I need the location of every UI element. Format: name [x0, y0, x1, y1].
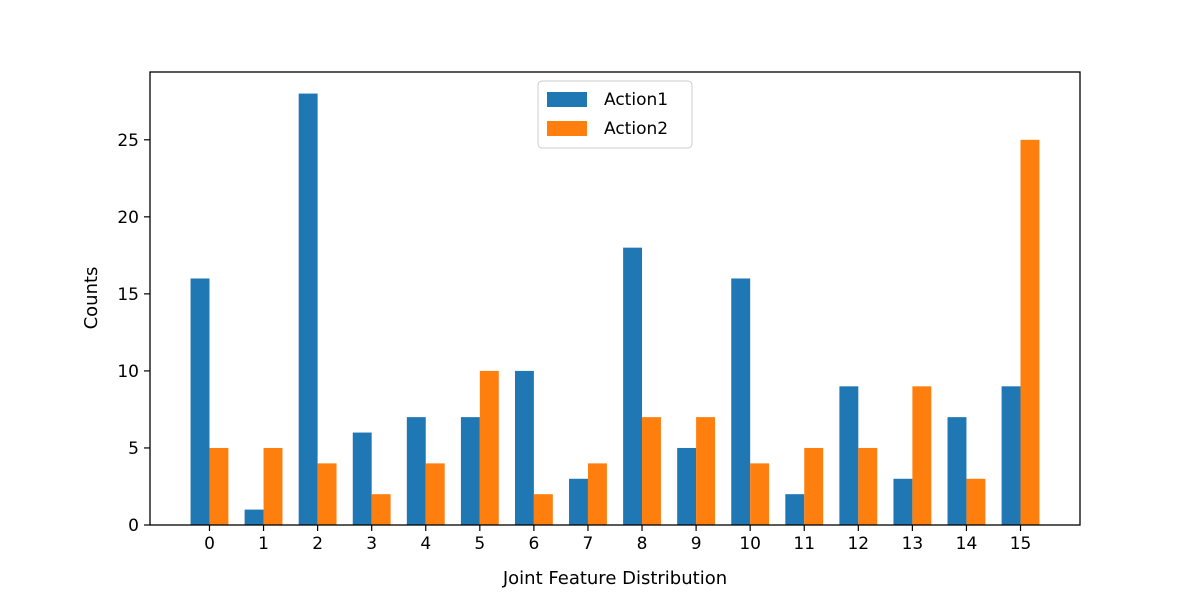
bar-action2-3 — [371, 494, 391, 525]
y-tick-label: 20 — [117, 208, 139, 228]
bar-action2-9 — [696, 417, 716, 525]
y-tick-label: 10 — [117, 362, 139, 382]
bar-action2-10 — [750, 463, 770, 525]
legend: Action1 Action2 — [537, 80, 693, 149]
bar-action2-11 — [804, 447, 824, 525]
x-tick-label: 5 — [474, 534, 485, 554]
bar-action1-2 — [298, 93, 318, 525]
bar-action1-10 — [731, 278, 751, 525]
x-axis-label: Joint Feature Distribution — [502, 568, 727, 589]
x-tick-label: 1 — [258, 534, 269, 554]
legend-swatch-action2 — [547, 121, 587, 136]
bars-layer — [190, 93, 1040, 526]
x-tick-label: 0 — [204, 534, 215, 554]
x-tick-label: 7 — [583, 534, 594, 554]
bar-action2-1 — [263, 447, 283, 525]
bar-action1-11 — [785, 494, 805, 525]
bar-action1-7 — [569, 478, 588, 525]
bar-action1-5 — [460, 417, 480, 525]
bar-action2-7 — [587, 463, 607, 525]
bar-action1-14 — [947, 417, 967, 525]
bar-action2-8 — [642, 417, 661, 525]
x-tick-label: 9 — [691, 534, 702, 554]
y-tick-label: 15 — [117, 285, 139, 305]
bar-action2-15 — [1020, 139, 1040, 526]
x-tick-label: 6 — [528, 534, 539, 554]
y-tick-label: 25 — [117, 131, 139, 151]
bar-action1-13 — [893, 478, 913, 525]
bar-action1-4 — [406, 417, 426, 525]
x-tick-label: 3 — [366, 534, 377, 554]
bar-action1-15 — [1001, 386, 1021, 525]
x-tick-label: 4 — [420, 534, 431, 554]
bar-action2-4 — [425, 463, 445, 525]
bar-action2-13 — [912, 386, 932, 525]
bar-action2-6 — [533, 494, 553, 525]
bar-action2-2 — [317, 463, 337, 525]
bar-action2-12 — [858, 447, 878, 525]
bar-action1-3 — [352, 432, 372, 525]
plot-frame — [149, 71, 1081, 526]
x-tick-label: 2 — [312, 534, 323, 554]
x-tick-label: 13 — [902, 534, 924, 554]
x-tick-label: 15 — [1010, 534, 1032, 554]
bar-action1-0 — [190, 278, 210, 525]
x-tick-label: 14 — [956, 534, 978, 554]
bar-action1-8 — [623, 247, 643, 525]
bar-action2-5 — [479, 370, 499, 525]
bar-action1-12 — [839, 386, 859, 525]
legend-swatch-action1 — [547, 92, 587, 107]
x-tick-label: 11 — [793, 534, 815, 554]
bar-action1-6 — [514, 370, 534, 525]
x-tick-label: 12 — [847, 534, 869, 554]
bar-action1-1 — [244, 509, 264, 525]
y-tick-label: 5 — [128, 439, 139, 459]
x-tick-label: 8 — [637, 534, 648, 554]
bar-action2-0 — [209, 447, 229, 525]
legend-label-action1: Action1 — [604, 90, 668, 110]
bar-action2-14 — [966, 478, 986, 525]
y-axis-label: Counts — [81, 267, 102, 330]
bar-action1-9 — [677, 447, 697, 525]
x-tick-label: 10 — [739, 534, 761, 554]
legend-label-action2: Action2 — [604, 119, 668, 139]
y-tick-label: 0 — [128, 516, 139, 536]
